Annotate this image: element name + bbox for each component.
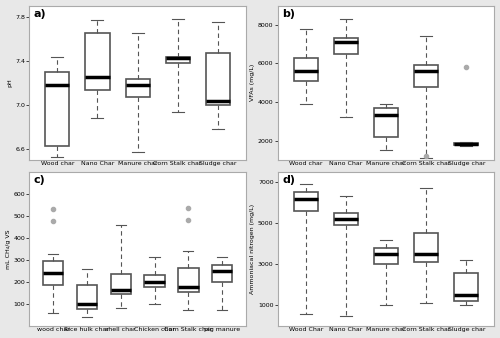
Text: d): d)	[282, 175, 295, 185]
PathPatch shape	[294, 192, 318, 211]
PathPatch shape	[206, 53, 230, 105]
PathPatch shape	[110, 274, 131, 294]
Y-axis label: pH: pH	[8, 78, 12, 87]
Text: c): c)	[34, 175, 46, 185]
PathPatch shape	[414, 65, 438, 87]
PathPatch shape	[126, 79, 150, 97]
PathPatch shape	[212, 265, 233, 282]
PathPatch shape	[86, 33, 110, 90]
Y-axis label: mL CH₄/g VS: mL CH₄/g VS	[6, 229, 10, 269]
PathPatch shape	[46, 72, 70, 145]
PathPatch shape	[178, 268, 199, 292]
Y-axis label: VFAs (mg/L): VFAs (mg/L)	[250, 64, 255, 101]
PathPatch shape	[374, 108, 398, 137]
PathPatch shape	[294, 57, 318, 81]
PathPatch shape	[374, 248, 398, 264]
PathPatch shape	[414, 234, 438, 262]
PathPatch shape	[166, 57, 190, 63]
PathPatch shape	[454, 143, 478, 145]
PathPatch shape	[76, 285, 97, 309]
PathPatch shape	[334, 38, 358, 54]
PathPatch shape	[43, 261, 63, 285]
Y-axis label: Ammoniacal nitrogen (mg/L): Ammoniacal nitrogen (mg/L)	[250, 204, 255, 294]
Text: a): a)	[34, 9, 46, 19]
PathPatch shape	[454, 272, 478, 301]
Text: b): b)	[282, 9, 295, 19]
PathPatch shape	[144, 275, 165, 288]
PathPatch shape	[334, 213, 358, 225]
